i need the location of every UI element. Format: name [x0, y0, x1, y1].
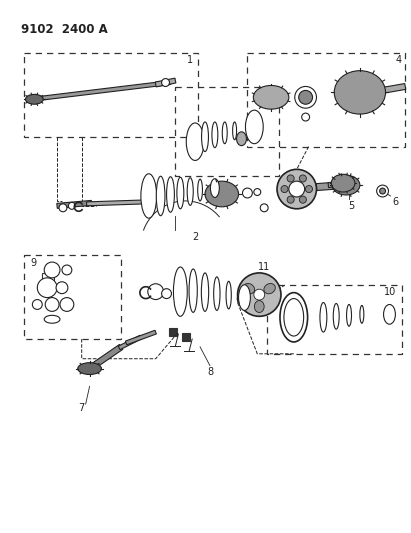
- Ellipse shape: [45, 297, 59, 311]
- Ellipse shape: [60, 297, 74, 311]
- Ellipse shape: [44, 262, 60, 278]
- Ellipse shape: [237, 132, 247, 146]
- Ellipse shape: [299, 91, 312, 104]
- Text: 6: 6: [393, 197, 399, 207]
- Circle shape: [299, 196, 307, 203]
- Ellipse shape: [32, 300, 42, 310]
- Text: 8: 8: [207, 367, 213, 377]
- Ellipse shape: [226, 281, 231, 309]
- Ellipse shape: [148, 284, 164, 300]
- Ellipse shape: [295, 86, 316, 108]
- Polygon shape: [87, 200, 146, 206]
- Ellipse shape: [177, 177, 184, 209]
- Ellipse shape: [187, 177, 193, 205]
- Ellipse shape: [62, 265, 72, 275]
- Circle shape: [254, 289, 265, 300]
- Ellipse shape: [264, 284, 275, 294]
- Ellipse shape: [56, 282, 68, 294]
- Polygon shape: [125, 330, 156, 345]
- Text: 9102  2400 A: 9102 2400 A: [21, 23, 107, 36]
- Text: 1: 1: [187, 55, 193, 65]
- Ellipse shape: [189, 269, 197, 312]
- Ellipse shape: [198, 179, 203, 201]
- Polygon shape: [382, 84, 406, 93]
- Text: 3: 3: [268, 90, 274, 100]
- Ellipse shape: [162, 78, 169, 86]
- Polygon shape: [57, 200, 92, 208]
- Circle shape: [238, 273, 281, 316]
- Polygon shape: [237, 293, 260, 303]
- Ellipse shape: [376, 185, 388, 197]
- Circle shape: [59, 204, 67, 212]
- Text: 4: 4: [395, 55, 401, 65]
- Ellipse shape: [320, 303, 327, 332]
- Ellipse shape: [238, 285, 250, 310]
- Circle shape: [287, 175, 294, 182]
- Polygon shape: [42, 273, 54, 280]
- Polygon shape: [155, 78, 176, 87]
- Ellipse shape: [383, 304, 395, 324]
- Ellipse shape: [37, 278, 57, 297]
- Circle shape: [305, 185, 312, 192]
- Ellipse shape: [233, 122, 237, 140]
- Ellipse shape: [242, 188, 252, 198]
- Ellipse shape: [254, 189, 261, 196]
- Ellipse shape: [332, 175, 360, 195]
- Polygon shape: [328, 180, 358, 188]
- Circle shape: [287, 196, 294, 203]
- Ellipse shape: [380, 188, 386, 194]
- Ellipse shape: [280, 293, 307, 342]
- Text: 11: 11: [258, 262, 270, 272]
- Ellipse shape: [214, 277, 220, 310]
- Polygon shape: [316, 181, 356, 190]
- Text: 9: 9: [30, 258, 37, 268]
- Ellipse shape: [25, 94, 43, 104]
- Polygon shape: [32, 80, 171, 101]
- Polygon shape: [118, 335, 142, 350]
- Ellipse shape: [78, 362, 102, 375]
- Ellipse shape: [346, 304, 351, 326]
- Circle shape: [299, 175, 307, 182]
- Text: 5: 5: [348, 201, 354, 211]
- Ellipse shape: [302, 113, 309, 121]
- Circle shape: [289, 181, 305, 197]
- Ellipse shape: [360, 305, 364, 323]
- Ellipse shape: [260, 204, 268, 212]
- Ellipse shape: [243, 284, 255, 294]
- Ellipse shape: [186, 123, 204, 160]
- Text: 2: 2: [192, 232, 198, 243]
- Text: 10: 10: [384, 287, 396, 297]
- Circle shape: [68, 203, 75, 209]
- Ellipse shape: [222, 122, 227, 144]
- Ellipse shape: [284, 298, 304, 336]
- Circle shape: [281, 185, 288, 192]
- Ellipse shape: [173, 267, 187, 316]
- Ellipse shape: [334, 71, 386, 114]
- Polygon shape: [182, 333, 190, 341]
- Ellipse shape: [212, 122, 218, 148]
- Circle shape: [277, 169, 316, 209]
- Polygon shape: [88, 344, 123, 371]
- Ellipse shape: [44, 316, 60, 323]
- Ellipse shape: [254, 301, 264, 312]
- Ellipse shape: [253, 85, 289, 109]
- Text: 7: 7: [79, 403, 85, 413]
- Ellipse shape: [245, 110, 263, 144]
- Polygon shape: [169, 328, 178, 336]
- Ellipse shape: [210, 179, 219, 197]
- Ellipse shape: [333, 303, 339, 329]
- Ellipse shape: [166, 177, 174, 212]
- Ellipse shape: [201, 122, 208, 151]
- Ellipse shape: [331, 174, 355, 192]
- Ellipse shape: [201, 273, 209, 311]
- Ellipse shape: [162, 289, 171, 298]
- Ellipse shape: [205, 181, 238, 207]
- Ellipse shape: [141, 174, 157, 218]
- Ellipse shape: [156, 176, 165, 216]
